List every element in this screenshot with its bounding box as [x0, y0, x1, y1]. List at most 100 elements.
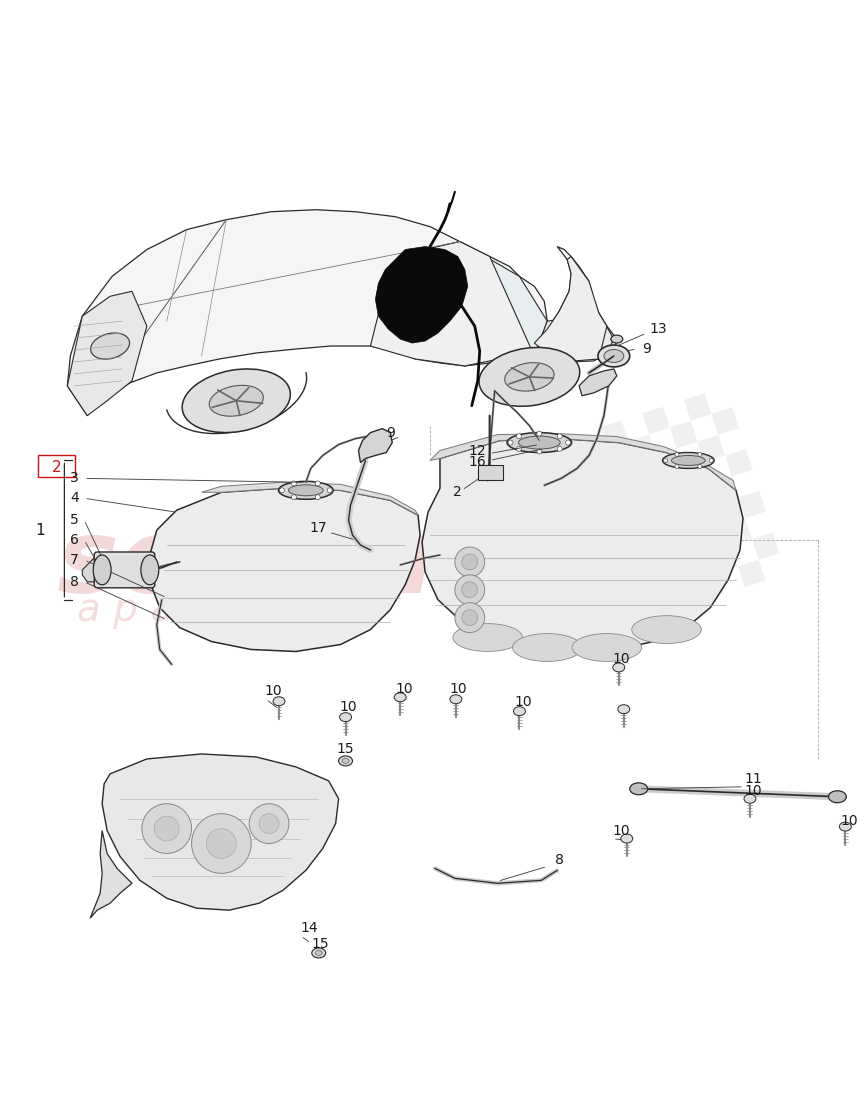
Circle shape — [663, 459, 667, 462]
Ellipse shape — [394, 693, 406, 702]
Text: 11: 11 — [744, 772, 762, 785]
Text: 10: 10 — [840, 814, 858, 827]
Text: 8: 8 — [70, 575, 79, 589]
Circle shape — [315, 495, 320, 499]
Polygon shape — [684, 393, 712, 421]
Polygon shape — [711, 476, 739, 504]
Polygon shape — [656, 449, 683, 476]
Ellipse shape — [342, 758, 349, 763]
Polygon shape — [102, 754, 339, 910]
Ellipse shape — [209, 385, 263, 416]
Polygon shape — [738, 560, 766, 587]
Circle shape — [315, 481, 320, 486]
Circle shape — [155, 816, 179, 842]
Ellipse shape — [315, 950, 322, 956]
Polygon shape — [614, 531, 641, 559]
Ellipse shape — [518, 436, 560, 449]
Text: 7: 7 — [70, 553, 79, 566]
Ellipse shape — [611, 336, 622, 343]
Ellipse shape — [828, 791, 846, 803]
Polygon shape — [683, 531, 710, 559]
Ellipse shape — [453, 624, 523, 651]
Text: 13: 13 — [650, 322, 667, 337]
Polygon shape — [68, 210, 617, 416]
Polygon shape — [628, 573, 654, 601]
Polygon shape — [710, 546, 738, 573]
Ellipse shape — [339, 756, 352, 766]
Text: 10: 10 — [396, 682, 413, 696]
Polygon shape — [697, 504, 725, 531]
Circle shape — [698, 452, 701, 456]
Text: 12: 12 — [469, 443, 487, 458]
Polygon shape — [600, 559, 628, 586]
Circle shape — [455, 603, 484, 632]
Polygon shape — [725, 449, 753, 476]
Ellipse shape — [618, 705, 630, 714]
Circle shape — [327, 487, 332, 493]
Text: 1: 1 — [36, 522, 45, 538]
Circle shape — [292, 495, 296, 499]
Bar — [477, 465, 503, 481]
FancyBboxPatch shape — [95, 552, 155, 587]
Polygon shape — [82, 558, 95, 582]
Circle shape — [557, 447, 562, 451]
Ellipse shape — [604, 350, 624, 363]
Polygon shape — [642, 407, 670, 434]
Polygon shape — [535, 314, 614, 363]
Polygon shape — [725, 518, 752, 546]
Text: 15: 15 — [337, 742, 354, 756]
Text: 10: 10 — [612, 824, 629, 837]
Polygon shape — [579, 368, 617, 396]
Ellipse shape — [504, 363, 554, 392]
Text: scuderia: scuderia — [57, 515, 558, 615]
Text: 6: 6 — [70, 534, 79, 547]
Circle shape — [207, 828, 236, 858]
Text: 15: 15 — [312, 937, 330, 952]
Polygon shape — [586, 517, 614, 544]
Circle shape — [566, 440, 570, 446]
Ellipse shape — [93, 556, 111, 585]
Circle shape — [462, 554, 477, 570]
Ellipse shape — [630, 783, 648, 795]
Circle shape — [516, 447, 522, 451]
Bar — [37, 455, 76, 477]
Polygon shape — [739, 491, 766, 518]
Ellipse shape — [90, 333, 129, 359]
Text: 9: 9 — [386, 426, 395, 440]
Ellipse shape — [279, 482, 333, 499]
Ellipse shape — [507, 432, 572, 452]
Text: 10: 10 — [339, 701, 358, 714]
Polygon shape — [535, 256, 607, 361]
Ellipse shape — [479, 348, 580, 406]
Polygon shape — [90, 830, 132, 918]
Polygon shape — [358, 429, 392, 462]
Circle shape — [455, 547, 484, 576]
Polygon shape — [68, 292, 147, 416]
Polygon shape — [601, 420, 628, 448]
Circle shape — [557, 433, 562, 439]
Circle shape — [292, 481, 296, 486]
Ellipse shape — [141, 556, 159, 585]
Text: 10: 10 — [449, 682, 467, 696]
Polygon shape — [669, 490, 697, 518]
Polygon shape — [641, 546, 669, 573]
Text: 3: 3 — [70, 472, 79, 485]
Circle shape — [249, 804, 289, 844]
Ellipse shape — [339, 713, 352, 722]
Text: 10: 10 — [264, 684, 282, 699]
Text: 16: 16 — [469, 455, 487, 470]
Polygon shape — [628, 434, 656, 462]
Circle shape — [455, 575, 484, 605]
Circle shape — [260, 814, 279, 834]
Polygon shape — [654, 586, 682, 615]
Ellipse shape — [839, 822, 852, 832]
Text: 10: 10 — [515, 695, 532, 710]
Text: 5: 5 — [70, 514, 79, 527]
Circle shape — [141, 804, 192, 854]
Polygon shape — [752, 532, 779, 560]
Polygon shape — [430, 433, 736, 491]
Circle shape — [462, 609, 477, 626]
Polygon shape — [559, 433, 587, 461]
Polygon shape — [712, 407, 739, 434]
Circle shape — [675, 452, 679, 456]
